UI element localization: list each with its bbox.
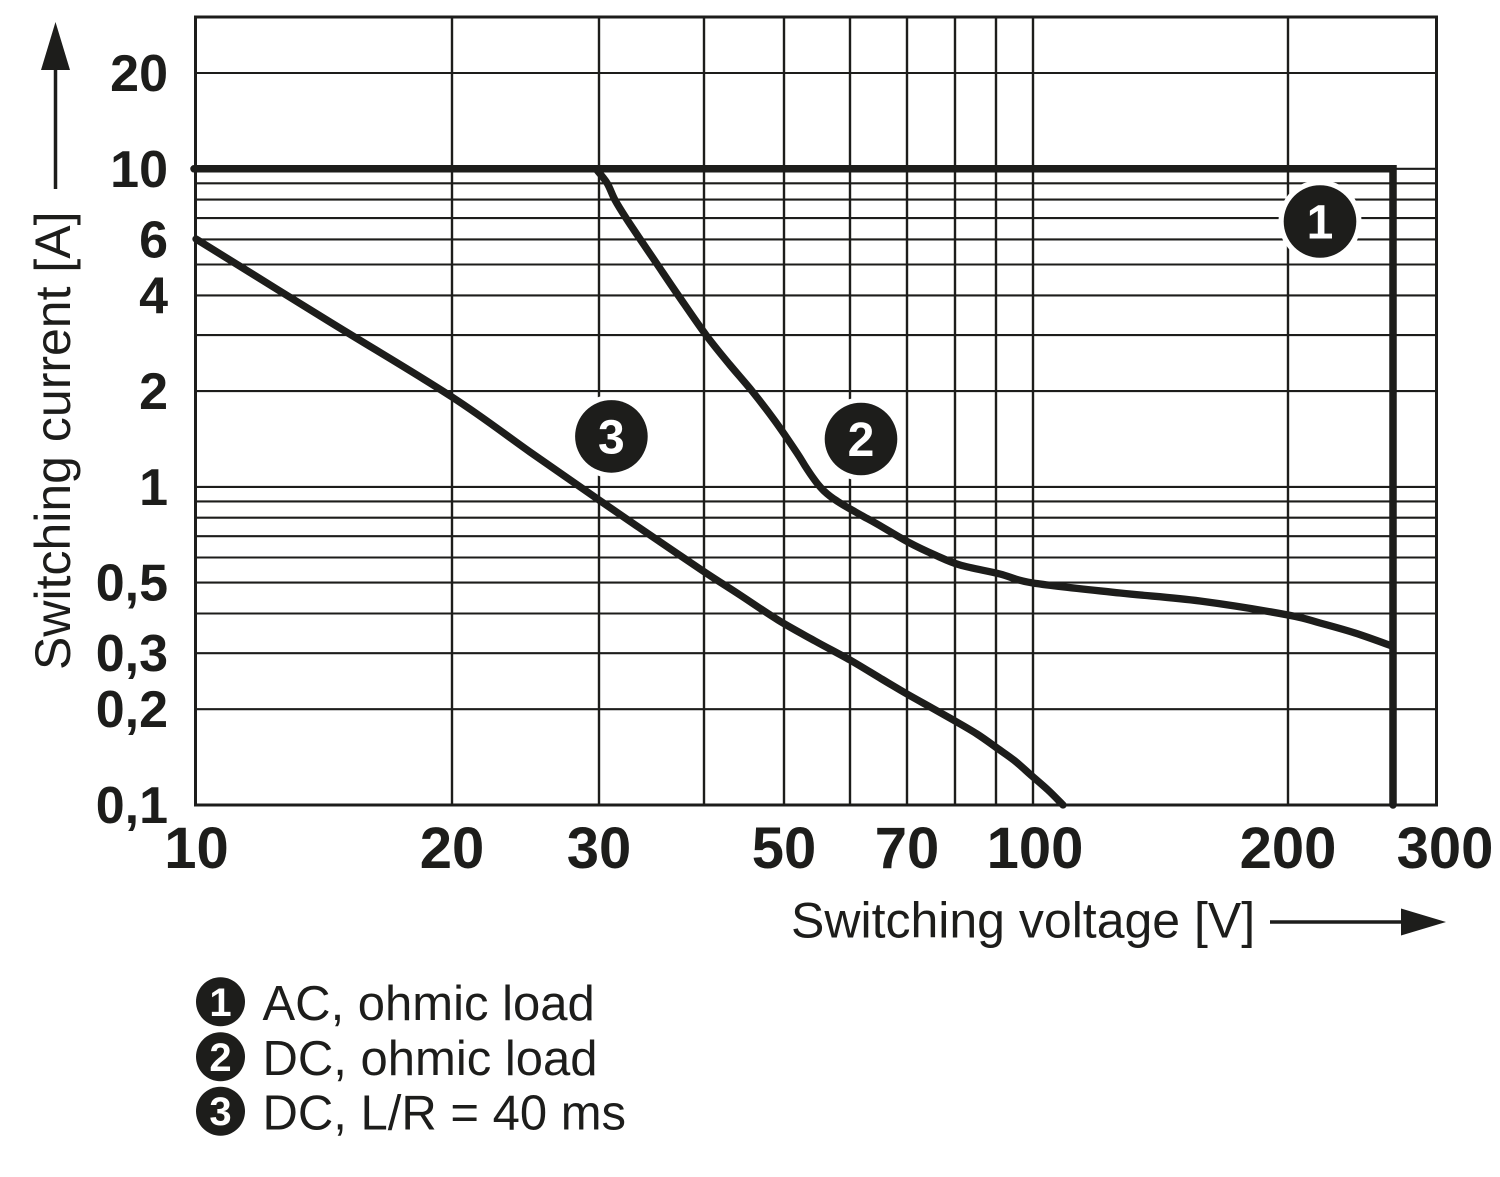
svg-text:2: 2 <box>209 1036 231 1080</box>
svg-text:AC, ohmic load: AC, ohmic load <box>263 977 595 1031</box>
svg-text:3: 3 <box>598 411 625 464</box>
svg-text:1: 1 <box>139 459 168 517</box>
svg-text:3: 3 <box>209 1090 231 1134</box>
svg-text:0,2: 0,2 <box>96 681 168 739</box>
svg-text:0,3: 0,3 <box>96 625 168 683</box>
svg-text:Switching voltage [V]: Switching voltage [V] <box>791 893 1255 949</box>
svg-text:DC, ohmic load: DC, ohmic load <box>263 1032 598 1086</box>
svg-text:70: 70 <box>875 816 940 881</box>
svg-text:0,5: 0,5 <box>96 555 168 613</box>
svg-text:6: 6 <box>139 211 168 269</box>
svg-text:100: 100 <box>987 816 1084 881</box>
svg-text:DC, L/R = 40 ms: DC, L/R = 40 ms <box>263 1086 627 1140</box>
svg-text:4: 4 <box>139 267 168 325</box>
svg-text:30: 30 <box>567 816 632 881</box>
svg-text:2: 2 <box>848 414 875 467</box>
svg-text:200: 200 <box>1240 816 1337 881</box>
svg-text:10: 10 <box>164 816 229 881</box>
svg-text:1: 1 <box>1307 197 1334 250</box>
svg-text:50: 50 <box>752 816 817 881</box>
svg-text:2: 2 <box>139 363 168 421</box>
svg-text:1: 1 <box>209 981 231 1025</box>
svg-text:300: 300 <box>1397 816 1494 881</box>
svg-text:20: 20 <box>110 45 168 103</box>
svg-text:Switching current [A]: Switching current [A] <box>25 211 81 670</box>
svg-text:0,1: 0,1 <box>96 777 168 835</box>
svg-text:20: 20 <box>420 816 485 881</box>
svg-text:10: 10 <box>110 141 168 199</box>
